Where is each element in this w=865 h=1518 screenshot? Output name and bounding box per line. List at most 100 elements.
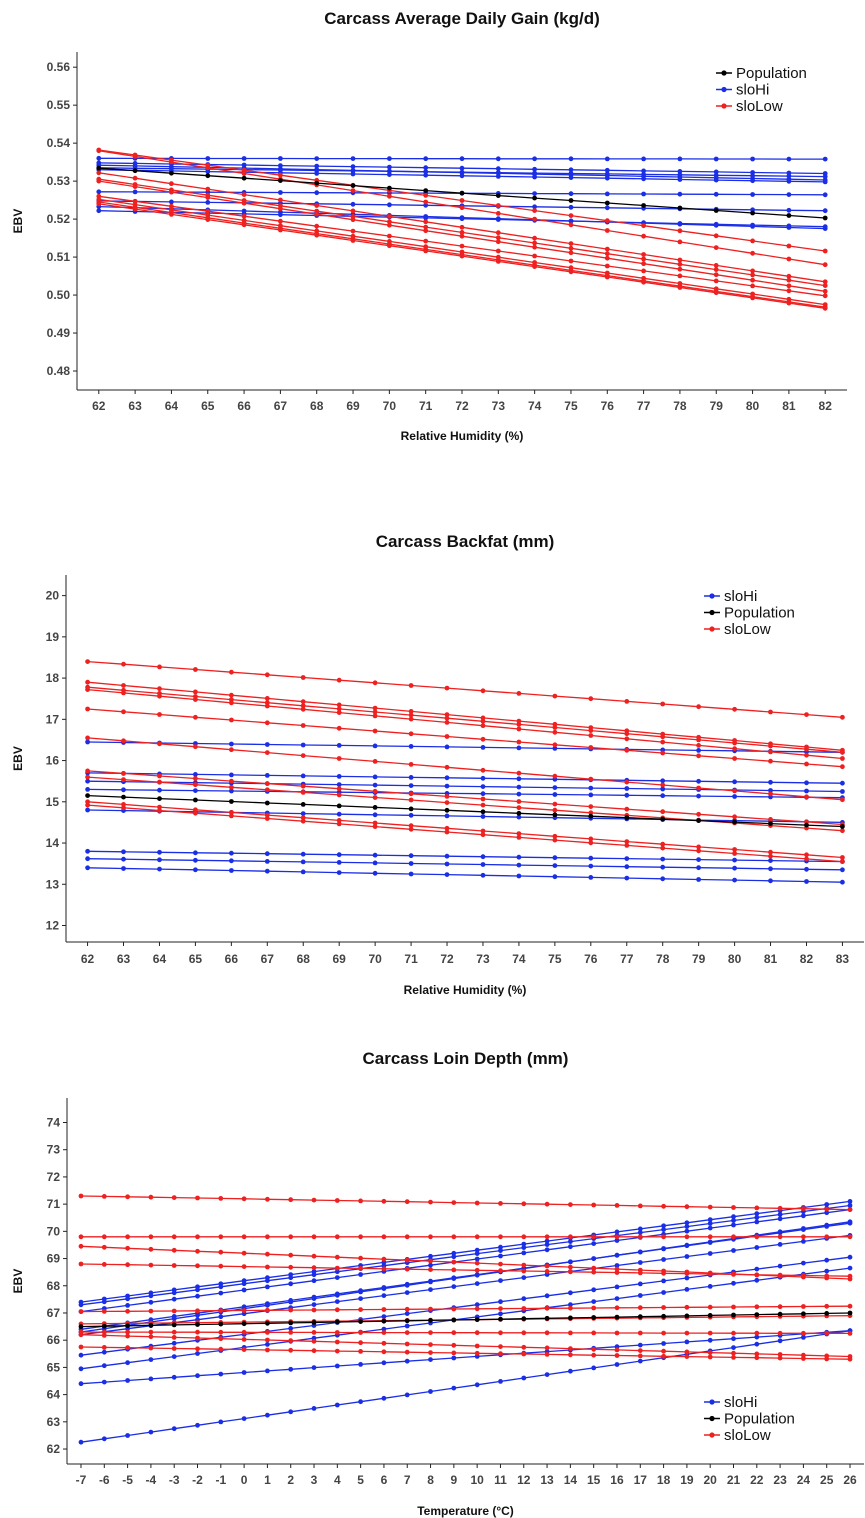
x-tick-label: 16 [610, 1473, 624, 1487]
data-point [387, 193, 392, 199]
data-point [265, 1302, 270, 1308]
data-point [637, 1281, 643, 1287]
data-point [696, 778, 701, 784]
data-point [300, 723, 306, 728]
series-sloHi [78, 1233, 853, 1338]
data-point [707, 1204, 713, 1210]
data-point [195, 1293, 200, 1299]
data-point [314, 180, 320, 186]
y-tick-label: 16 [46, 754, 60, 768]
data-point [314, 156, 320, 162]
data-point [696, 748, 701, 753]
data-point [218, 1308, 224, 1313]
y-tick-label: 64 [47, 1388, 61, 1402]
data-point [157, 857, 162, 863]
legend-label: Population [724, 605, 795, 622]
data-point [229, 669, 234, 675]
data-point [568, 1330, 573, 1336]
data-point [444, 764, 450, 770]
data-point [264, 787, 270, 793]
y-tick-label: 19 [46, 630, 60, 644]
series-line [80, 1330, 851, 1443]
data-point [521, 1351, 527, 1357]
data-point [350, 214, 356, 219]
data-point [731, 1205, 736, 1210]
data-point [423, 228, 429, 234]
data-point [754, 1215, 760, 1220]
x-tick-label: 72 [440, 952, 454, 966]
data-point [840, 749, 845, 755]
y-tick-label: 0.54 [47, 136, 71, 150]
data-point [265, 1196, 270, 1202]
data-point [480, 854, 486, 860]
data-point [444, 872, 450, 877]
series-line [80, 1312, 851, 1328]
data-point [171, 1354, 177, 1359]
y-axis-title: EBV [11, 209, 25, 234]
data-point [624, 736, 630, 742]
data-point [229, 772, 234, 778]
data-point [660, 750, 666, 756]
data-point [532, 170, 537, 176]
data-point [660, 739, 666, 745]
data-point [591, 1202, 597, 1208]
series-sloHi [85, 778, 845, 794]
data-point [568, 198, 574, 203]
data-point [824, 1202, 830, 1207]
data-point [568, 1244, 573, 1250]
data-point [101, 1244, 107, 1250]
data-point [568, 1259, 573, 1265]
data-point [568, 222, 574, 228]
x-axis-title: Relative Humidity (%) [404, 983, 527, 997]
series-line [80, 1331, 851, 1335]
series-line [87, 788, 843, 799]
x-tick-label: 66 [225, 952, 239, 966]
data-point [423, 199, 429, 205]
series-Population [78, 1310, 853, 1329]
data-point [121, 802, 126, 807]
data-point [171, 1335, 177, 1340]
series-sloHi [85, 848, 845, 864]
legend-key-point [709, 1399, 715, 1405]
data-point [408, 861, 414, 866]
data-point [768, 878, 773, 884]
data-point [677, 177, 683, 182]
data-point [85, 687, 90, 692]
data-point [404, 1358, 410, 1364]
data-point [684, 1349, 690, 1355]
data-point [169, 212, 174, 217]
data-point [78, 1261, 84, 1267]
series-line [80, 1221, 851, 1333]
data-point [334, 1299, 340, 1304]
data-point [218, 1196, 224, 1201]
data-point [754, 1341, 760, 1347]
data-point [840, 714, 845, 720]
data-point [459, 205, 465, 211]
data-point [423, 215, 429, 221]
data-point [552, 729, 558, 735]
data-point [624, 699, 630, 704]
data-point [660, 786, 666, 792]
data-point [459, 165, 465, 171]
data-point [660, 782, 666, 788]
data-point [300, 706, 306, 712]
y-tick-label: 15 [46, 795, 60, 809]
data-point [544, 1330, 550, 1336]
data-point [847, 1254, 853, 1260]
data-point [157, 779, 162, 785]
x-tick-label: 21 [727, 1473, 741, 1487]
data-point [157, 787, 162, 793]
series-line [80, 1267, 851, 1370]
data-point [381, 1318, 387, 1324]
data-point [544, 1269, 550, 1274]
data-point [847, 1219, 853, 1225]
data-point [85, 739, 90, 745]
data-point [786, 173, 792, 179]
data-point [336, 677, 342, 683]
data-point [428, 1306, 433, 1312]
data-point [660, 809, 666, 815]
data-point [264, 800, 270, 806]
data-point [777, 1263, 783, 1269]
data-point [195, 1234, 200, 1240]
